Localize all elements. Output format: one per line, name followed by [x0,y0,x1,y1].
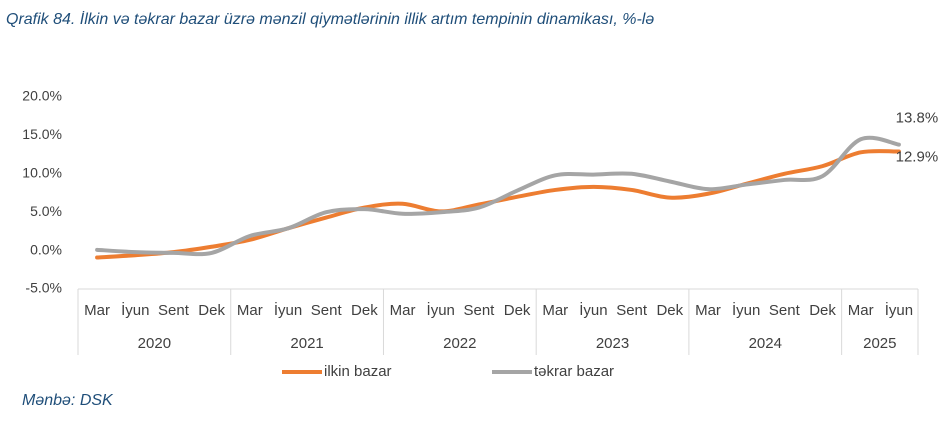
year-label: 2022 [443,335,476,352]
y-tick-label: 0.0% [30,241,62,257]
y-tick-label: -5.0% [25,280,62,296]
year-label: 2025 [863,335,896,352]
y-tick-label: 15.0% [22,126,62,142]
x-tick-label: İyun [732,301,760,319]
x-tick-label: Mar [84,302,110,319]
x-tick-label: Sent [769,302,801,319]
x-tick-label: Dek [351,302,378,319]
y-tick-label: 20.0% [22,88,62,104]
x-tick-label: İyun [579,301,607,319]
y-tick-label: 10.0% [22,165,62,181]
x-tick-label: Mar [848,302,874,319]
x-tick-label: Sent [311,302,343,319]
x-tick-label: Sent [158,302,190,319]
x-tick-label: Sent [616,302,648,319]
series-line [95,149,901,260]
x-tick-label: Mar [695,302,721,319]
x-tick-label: İyun [274,301,302,319]
chart-title: Qrafik 84. İlkin və təkrar bazar üzrə mə… [6,9,654,28]
x-tick-label: Dek [504,302,531,319]
x-tick-label: İyun [121,301,149,319]
x-tick-label: Dek [656,302,683,319]
series-line [95,135,901,257]
source: Mənbə: DSK [22,392,114,409]
y-tick-label: 5.0% [30,203,62,219]
year-label: 2023 [596,335,629,352]
x-tick-label: İyun [885,301,913,319]
x-tick-label: Dek [198,302,225,319]
x-tick-label: Sent [463,302,495,319]
year-label: 2024 [749,335,782,352]
x-tick-label: Dek [809,302,836,319]
year-label: 2020 [138,335,171,352]
x-tick-label: Mar [542,302,568,319]
year-label: 2021 [290,335,323,352]
data-label: 13.8% [896,110,939,127]
legend-label: ilkin bazar [324,363,392,380]
data-label: 12.9% [896,148,939,165]
x-tick-label: Mar [237,302,263,319]
x-tick-label: İyun [427,301,455,319]
x-tick-label: Mar [390,302,416,319]
legend-label: təkrar bazar [534,363,614,380]
